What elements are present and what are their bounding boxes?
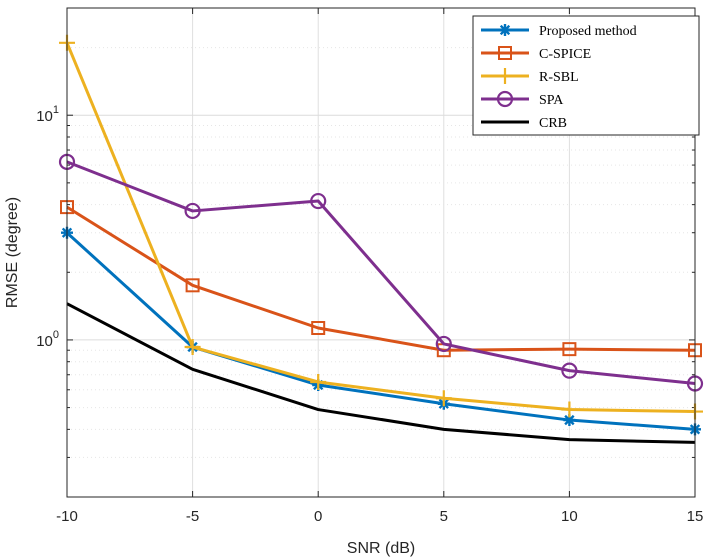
series-line	[65, 231, 696, 431]
plus-marker	[497, 68, 513, 84]
data-series	[58, 34, 704, 444]
x-axis-label: SNR (dB)	[347, 540, 415, 557]
legend-label: C-SPICE	[539, 47, 591, 62]
x-axis-ticks: -10 -5 0 5 10 15	[56, 8, 703, 525]
legend-item: C-SPICE	[481, 46, 591, 62]
plus-marker	[310, 373, 327, 390]
legend-label: SPA	[539, 93, 564, 108]
asterisk-marker	[499, 24, 511, 36]
series-line	[65, 42, 696, 414]
circle-marker	[184, 202, 201, 220]
plus-marker	[435, 390, 452, 407]
legend-label: CRB	[539, 116, 567, 131]
legend-item: R-SBL	[481, 68, 579, 85]
legend-label: Proposed method	[539, 24, 637, 39]
series-c-spice	[60, 200, 702, 358]
series-line	[66, 302, 696, 444]
circle-marker	[496, 90, 514, 108]
series-spa	[58, 153, 704, 392]
legend-item: Proposed method	[481, 24, 637, 39]
x-tick-label: -10	[56, 508, 78, 525]
x-tick-label: 15	[687, 508, 704, 525]
plus-marker	[561, 401, 578, 418]
y-tick-label: 101	[36, 104, 59, 125]
x-tick-label: 5	[440, 508, 448, 525]
plus-marker	[184, 339, 201, 356]
x-tick-label: 0	[314, 508, 322, 525]
square-marker	[498, 46, 512, 60]
square-marker	[562, 342, 577, 357]
asterisk-marker	[563, 414, 576, 427]
y-axis-label: RMSE (degree)	[4, 197, 21, 308]
plot-frame	[66, 7, 696, 498]
x-tick-label: -5	[186, 508, 199, 525]
legend-label: R-SBL	[539, 70, 579, 85]
series-crb	[66, 302, 696, 444]
legend-item: CRB	[481, 116, 567, 131]
square-marker	[185, 278, 200, 293]
legend: Proposed method C-SPICE R-SBL SPA CRB	[472, 15, 700, 136]
legend-item: SPA	[481, 90, 564, 108]
circle-marker	[561, 362, 578, 379]
series-line	[66, 205, 696, 352]
square-marker	[311, 321, 326, 336]
circle-marker	[435, 335, 452, 353]
y-tick-label: 100	[36, 329, 59, 350]
circle-marker	[310, 192, 327, 210]
series-line	[66, 160, 696, 385]
x-tick-label: 10	[561, 508, 578, 525]
